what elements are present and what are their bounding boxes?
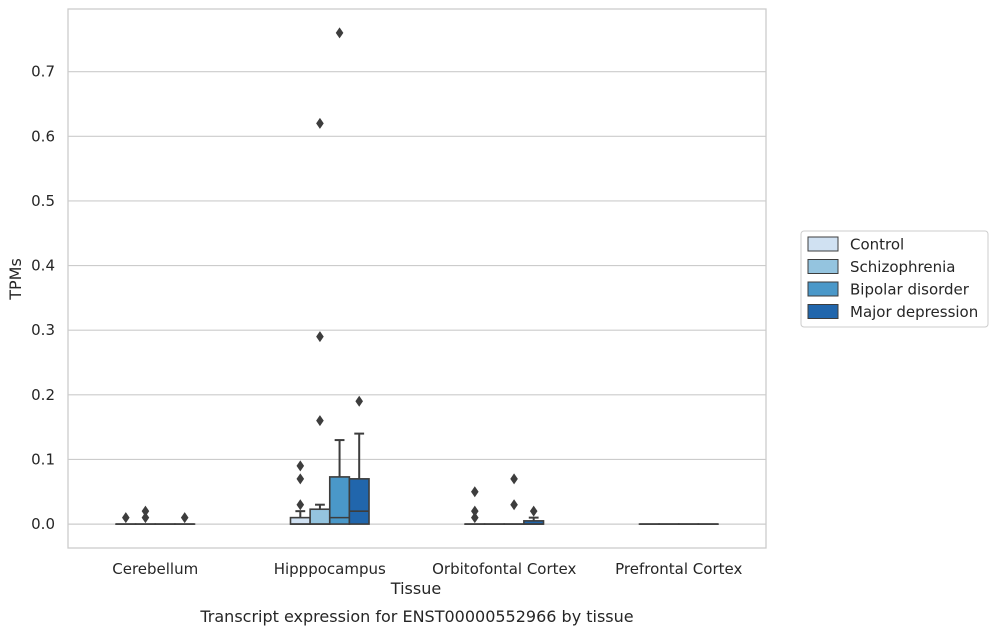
box-group [289,460,311,525]
y-axis-label: TPMs [6,258,25,301]
outlier-point [180,512,189,524]
legend-swatch [807,236,839,252]
outlier-point [316,331,324,343]
y-tick-label: 0.0 [31,515,55,533]
box-group [464,486,486,525]
outlier-point [471,512,479,524]
legend-frame [800,230,989,328]
box-layer [115,27,719,525]
box [289,516,311,525]
box-group [115,512,137,525]
box [309,508,331,525]
outlier-point [141,512,150,524]
legend-swatch [807,281,839,297]
x-tick-label: Orbitofontal Cortex [432,560,576,578]
box-group [348,395,370,525]
outlier-point [141,505,150,517]
outlier-point [355,395,363,407]
y-tick-label: 0.7 [31,63,55,81]
x-tick-label: Hipppocampus [274,560,386,578]
x-tick-labels: Cerebellum Hipppocampus Orbitofontal Corte… [112,560,742,578]
outlier-point [316,117,324,129]
outlier-point [335,27,344,39]
chart-caption: Transcript expression for ENST0000055296… [199,607,633,626]
x-tick-label: Cerebellum [112,560,198,578]
box-group [328,27,351,525]
outlier-point [296,473,305,485]
outlier-point [316,415,324,427]
outlier-point [296,499,305,511]
legend-swatch [807,304,839,319]
outlier-point [296,460,305,472]
outlier-point [510,499,518,511]
legend-label: Major depression [850,303,978,321]
x-tick-label: Prefrontal Cortex [615,560,742,578]
y-tick-label: 0.5 [31,192,55,210]
outlier-point [471,486,479,498]
legend: Control Schizophrenia Bipolar disorder Majo… [800,230,989,328]
plot-frame [67,8,767,549]
legend-label: Bipolar disorder [850,281,970,299]
legend-swatch [807,259,839,274]
outlier-point [529,505,538,517]
y-tick-label: 0.4 [31,257,55,275]
y-tick-labels: 0.0 0.1 0.2 0.3 0.4 0.5 0.6 0.7 [31,63,55,533]
box-group [174,512,196,525]
y-tick-label: 0.3 [31,321,55,339]
y-tick-label: 0.2 [31,386,55,404]
box-group [309,117,331,525]
grid-lines [68,71,766,525]
outlier-point [510,473,518,485]
legend-label: Schizophrenia [850,258,955,276]
outlier-point [122,512,130,524]
box-group [503,473,525,525]
x-axis-label: Tissue [390,579,441,598]
box-group [134,505,157,525]
y-tick-label: 0.6 [31,127,55,145]
y-tick-label: 0.1 [31,450,55,468]
legend-label: Control [850,236,904,254]
outlier-point [471,505,479,517]
box-group [523,505,545,525]
box [348,478,370,525]
